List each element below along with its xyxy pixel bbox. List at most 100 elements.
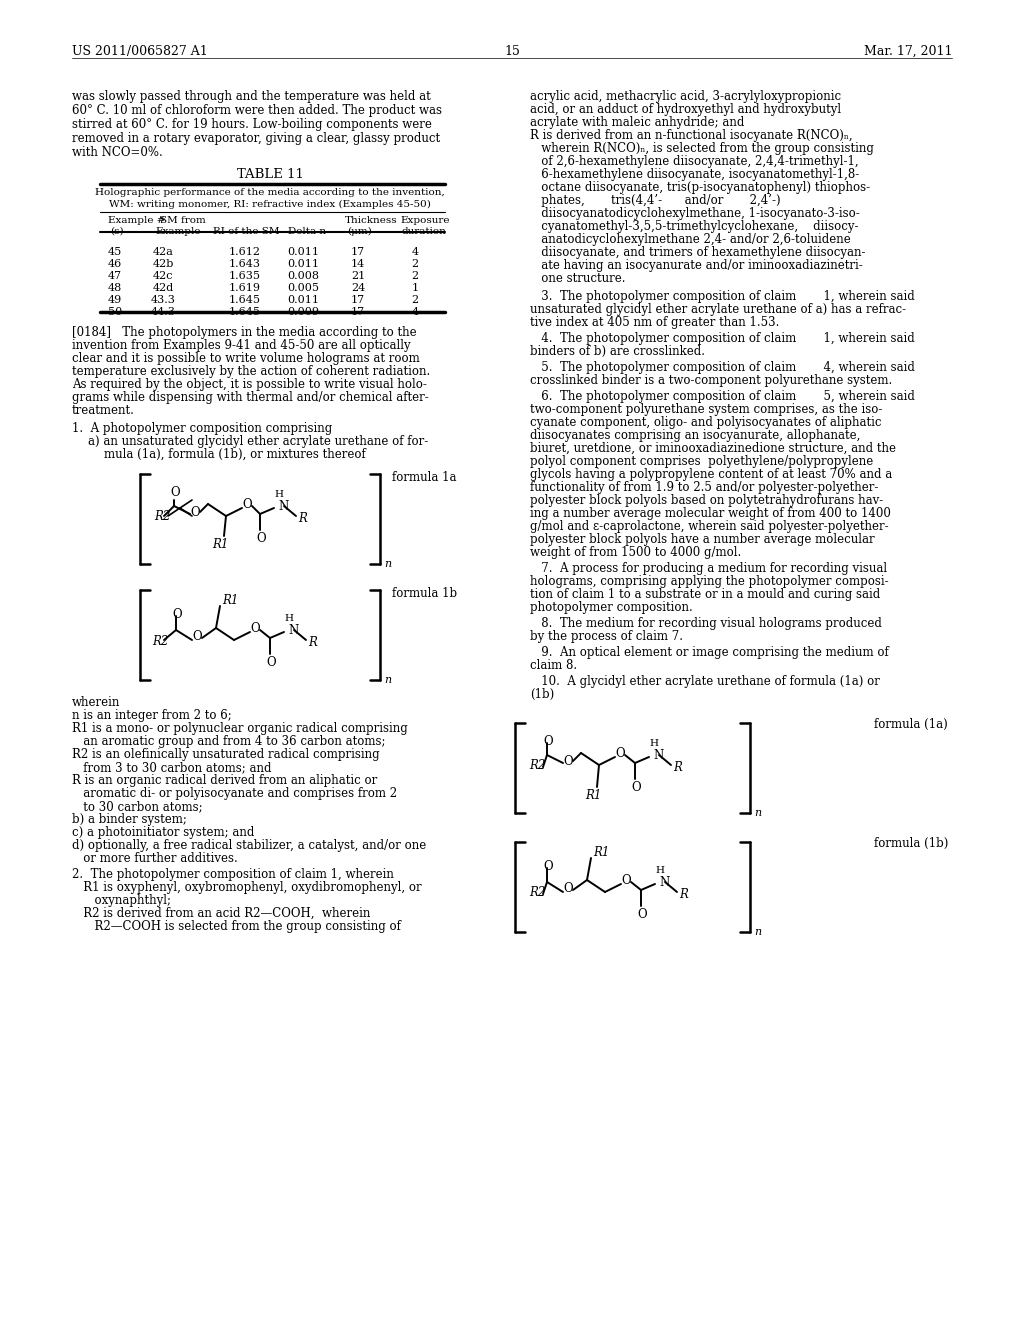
Text: 4: 4 bbox=[412, 247, 419, 257]
Text: 42d: 42d bbox=[153, 282, 174, 293]
Text: H: H bbox=[649, 739, 658, 748]
Text: R1 is a mono- or polynuclear organic radical comprising: R1 is a mono- or polynuclear organic rad… bbox=[72, 722, 408, 735]
Text: 0.009: 0.009 bbox=[287, 308, 319, 317]
Text: R is an organic radical derived from an aliphatic or: R is an organic radical derived from an … bbox=[72, 774, 377, 787]
Text: a) an unsaturated glycidyl ether acrylate urethane of for-: a) an unsaturated glycidyl ether acrylat… bbox=[88, 436, 428, 447]
Text: unsaturated glycidyl ether acrylate urethane of a) has a refrac-: unsaturated glycidyl ether acrylate uret… bbox=[530, 304, 906, 315]
Text: 1.635: 1.635 bbox=[229, 271, 261, 281]
Text: 60° C. 10 ml of chloroform were then added. The product was: 60° C. 10 ml of chloroform were then add… bbox=[72, 104, 442, 117]
Text: WM: writing monomer, RI: refractive index (Examples 45-50): WM: writing monomer, RI: refractive inde… bbox=[110, 201, 431, 209]
Text: crosslinked binder is a two-component polyurethane system.: crosslinked binder is a two-component po… bbox=[530, 374, 892, 387]
Text: polyester block polyols have a number average molecular: polyester block polyols have a number av… bbox=[530, 533, 874, 546]
Text: acrylic acid, methacrylic acid, 3-acrylyloxypropionic: acrylic acid, methacrylic acid, 3-acryly… bbox=[530, 90, 841, 103]
Text: 2: 2 bbox=[412, 271, 419, 281]
Text: 44.3: 44.3 bbox=[151, 308, 175, 317]
Text: 1.  A photopolymer composition comprising: 1. A photopolymer composition comprising bbox=[72, 422, 332, 436]
Text: wherein: wherein bbox=[72, 696, 121, 709]
Text: removed in a rotary evaporator, giving a clear, glassy product: removed in a rotary evaporator, giving a… bbox=[72, 132, 440, 145]
Text: 48: 48 bbox=[108, 282, 122, 293]
Text: R: R bbox=[679, 888, 688, 902]
Text: 42b: 42b bbox=[153, 259, 174, 269]
Text: 1.612: 1.612 bbox=[229, 247, 261, 257]
Text: 42a: 42a bbox=[153, 247, 173, 257]
Text: to 30 carbon atoms;: to 30 carbon atoms; bbox=[72, 800, 203, 813]
Text: of 2,6-hexamethylene diisocyanate, 2,4,4-trimethyl-1,: of 2,6-hexamethylene diisocyanate, 2,4,4… bbox=[530, 154, 859, 168]
Text: diisocyanatodicyclohexylmethane, 1-isocyanato-3-iso-: diisocyanatodicyclohexylmethane, 1-isocy… bbox=[530, 207, 860, 220]
Text: [0184]   The photopolymers in the media according to the: [0184] The photopolymers in the media ac… bbox=[72, 326, 417, 339]
Text: treatment.: treatment. bbox=[72, 404, 135, 417]
Text: was slowly passed through and the temperature was held at: was slowly passed through and the temper… bbox=[72, 90, 431, 103]
Text: cyanate component, oligo- and polyisocyanates of aliphatic: cyanate component, oligo- and polyisocya… bbox=[530, 416, 882, 429]
Text: R2: R2 bbox=[529, 759, 546, 772]
Text: n: n bbox=[384, 558, 391, 569]
Text: 6-hexamethylene diisocyanate, isocyanatomethyl-1,8-: 6-hexamethylene diisocyanate, isocyanato… bbox=[530, 168, 859, 181]
Text: n is an integer from 2 to 6;: n is an integer from 2 to 6; bbox=[72, 709, 231, 722]
Text: R is derived from an n-functional isocyanate R(NCO)ₙ,: R is derived from an n-functional isocya… bbox=[530, 129, 853, 143]
Text: wherein R(NCO)ₙ, is selected from the group consisting: wherein R(NCO)ₙ, is selected from the gr… bbox=[530, 143, 873, 154]
Text: 49: 49 bbox=[108, 294, 122, 305]
Text: weight of from 1500 to 4000 g/mol.: weight of from 1500 to 4000 g/mol. bbox=[530, 546, 741, 558]
Text: acid, or an adduct of hydroxyethyl and hydroxybutyl: acid, or an adduct of hydroxyethyl and h… bbox=[530, 103, 841, 116]
Text: glycols having a polypropylene content of at least 70% and a: glycols having a polypropylene content o… bbox=[530, 469, 892, 480]
Text: photopolymer composition.: photopolymer composition. bbox=[530, 601, 693, 614]
Text: g/mol and ε-caprolactone, wherein said polyester-polyether-: g/mol and ε-caprolactone, wherein said p… bbox=[530, 520, 889, 533]
Text: 2.  The photopolymer composition of claim 1, wherein: 2. The photopolymer composition of claim… bbox=[72, 869, 394, 880]
Text: R: R bbox=[308, 636, 316, 649]
Text: polyester block polyols based on polytetrahydrofurans hav-: polyester block polyols based on polytet… bbox=[530, 494, 884, 507]
Text: formula 1a: formula 1a bbox=[392, 471, 457, 484]
Text: ate having an isocyanurate and/or iminooxadiazinetri-: ate having an isocyanurate and/or iminoo… bbox=[530, 259, 863, 272]
Text: invention from Examples 9-41 and 45-50 are all optically: invention from Examples 9-41 and 45-50 a… bbox=[72, 339, 411, 352]
Text: R1: R1 bbox=[222, 594, 239, 607]
Text: O: O bbox=[170, 486, 179, 499]
Text: 14: 14 bbox=[351, 259, 366, 269]
Text: O: O bbox=[250, 622, 260, 635]
Text: N: N bbox=[659, 876, 670, 888]
Text: O: O bbox=[621, 874, 631, 887]
Text: 1: 1 bbox=[412, 282, 419, 293]
Text: N: N bbox=[278, 500, 288, 513]
Text: aromatic di- or polyisocyanate and comprises from 2: aromatic di- or polyisocyanate and compr… bbox=[72, 787, 397, 800]
Text: O: O bbox=[615, 747, 625, 760]
Text: H: H bbox=[284, 614, 293, 623]
Text: b) a binder system;: b) a binder system; bbox=[72, 813, 186, 826]
Text: 0.011: 0.011 bbox=[287, 294, 319, 305]
Text: Exposure: Exposure bbox=[400, 216, 450, 224]
Text: O: O bbox=[637, 908, 646, 921]
Text: functionality of from 1.9 to 2.5 and/or polyester-polyether-: functionality of from 1.9 to 2.5 and/or … bbox=[530, 480, 879, 494]
Text: O: O bbox=[190, 506, 200, 519]
Text: 7.  A process for producing a medium for recording visual: 7. A process for producing a medium for … bbox=[530, 562, 887, 576]
Text: 46: 46 bbox=[108, 259, 122, 269]
Text: RI of the SM: RI of the SM bbox=[213, 227, 280, 236]
Text: (μm): (μm) bbox=[347, 227, 372, 236]
Text: R1: R1 bbox=[593, 846, 609, 859]
Text: 2: 2 bbox=[412, 259, 419, 269]
Text: or more further additives.: or more further additives. bbox=[72, 851, 238, 865]
Text: anatodicyclohexylmethane 2,4- and/or 2,6-toluidene: anatodicyclohexylmethane 2,4- and/or 2,6… bbox=[530, 234, 851, 246]
Text: duration: duration bbox=[402, 227, 446, 236]
Text: mula (1a), formula (1b), or mixtures thereof: mula (1a), formula (1b), or mixtures the… bbox=[104, 447, 366, 461]
Text: 47: 47 bbox=[108, 271, 122, 281]
Text: R2: R2 bbox=[529, 886, 546, 899]
Text: 10.  A glycidyl ether acrylate urethane of formula (1a) or: 10. A glycidyl ether acrylate urethane o… bbox=[530, 675, 880, 688]
Text: phates,       tris(4,4’-      and/or       2,4’-): phates, tris(4,4’- and/or 2,4’-) bbox=[530, 194, 780, 207]
Text: 15: 15 bbox=[504, 45, 520, 58]
Text: O: O bbox=[563, 882, 572, 895]
Text: formula 1b: formula 1b bbox=[392, 587, 457, 601]
Text: 8.  The medium for recording visual holograms produced: 8. The medium for recording visual holog… bbox=[530, 616, 882, 630]
Text: binders of b) are crosslinked.: binders of b) are crosslinked. bbox=[530, 345, 705, 358]
Text: cyanatomethyl-3,5,5-trimethylcyclohexane,    diisocy-: cyanatomethyl-3,5,5-trimethylcyclohexane… bbox=[530, 220, 858, 234]
Text: clear and it is possible to write volume holograms at room: clear and it is possible to write volume… bbox=[72, 352, 420, 366]
Text: O: O bbox=[193, 630, 202, 643]
Text: biuret, uretdione, or iminooxadiazinedione structure, and the: biuret, uretdione, or iminooxadiazinedio… bbox=[530, 442, 896, 455]
Text: Thickness: Thickness bbox=[345, 216, 397, 224]
Text: two-component polyurethane system comprises, as the iso-: two-component polyurethane system compri… bbox=[530, 403, 883, 416]
Text: ing a number average molecular weight of from 400 to 1400: ing a number average molecular weight of… bbox=[530, 507, 891, 520]
Text: Holographic performance of the media according to the invention,: Holographic performance of the media acc… bbox=[95, 187, 444, 197]
Text: 1.643: 1.643 bbox=[229, 259, 261, 269]
Text: acrylate with maleic anhydride; and: acrylate with maleic anhydride; and bbox=[530, 116, 744, 129]
Text: (1b): (1b) bbox=[530, 688, 554, 701]
Text: O: O bbox=[543, 861, 553, 873]
Text: by the process of claim 7.: by the process of claim 7. bbox=[530, 630, 683, 643]
Text: H: H bbox=[274, 490, 283, 499]
Text: R2 is an olefinically unsaturated radical comprising: R2 is an olefinically unsaturated radica… bbox=[72, 748, 380, 762]
